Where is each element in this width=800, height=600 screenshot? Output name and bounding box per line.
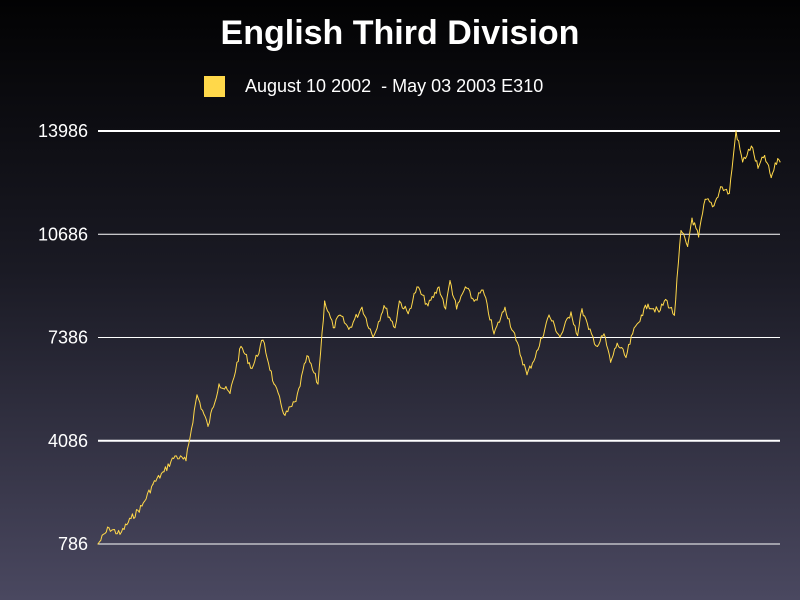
data-point	[632, 333, 634, 335]
data-point	[691, 217, 693, 219]
legend-label: August 10 2002 - May 03 2003 E310	[245, 75, 544, 96]
data-point	[596, 345, 599, 348]
data-point	[130, 517, 132, 520]
data-point	[698, 236, 700, 238]
data-point	[456, 308, 458, 310]
data-point	[764, 154, 766, 157]
data-point	[119, 533, 121, 535]
data-point	[427, 305, 429, 307]
data-point	[361, 306, 363, 308]
data-point	[687, 245, 689, 247]
data-point	[704, 198, 706, 200]
data-point	[152, 483, 154, 485]
data-point	[742, 161, 744, 163]
data-point	[777, 158, 779, 160]
data-point	[588, 328, 590, 330]
data-point	[482, 289, 484, 291]
data-point	[548, 314, 550, 316]
legend: August 10 2002 - May 03 2003 E310	[204, 74, 543, 98]
data-point	[348, 328, 350, 330]
y-tick-label: 10686	[38, 224, 88, 244]
legend-swatch	[204, 75, 225, 97]
data-point	[757, 167, 759, 169]
data-point	[750, 145, 753, 147]
data-point	[306, 355, 308, 357]
data-point	[665, 298, 667, 301]
data-point	[295, 400, 297, 402]
data-point	[713, 205, 715, 207]
y-tick-label: 4086	[48, 431, 88, 451]
data-point	[324, 300, 326, 302]
data-point	[625, 356, 627, 358]
data-point	[647, 303, 649, 305]
data-point	[779, 161, 781, 163]
data-point	[438, 286, 440, 288]
y-tick-label: 13986	[38, 121, 88, 141]
data-point	[174, 455, 176, 457]
data-point	[603, 333, 605, 335]
data-point	[251, 367, 253, 369]
data-point	[673, 314, 676, 316]
data-point	[559, 336, 561, 338]
data-point	[207, 425, 209, 427]
data-point	[332, 327, 334, 329]
data-point	[504, 306, 506, 308]
data-point	[640, 314, 643, 316]
data-point	[770, 176, 772, 179]
series-layer	[97, 130, 781, 545]
data-point	[610, 361, 612, 363]
chart-title: English Third Division	[220, 14, 580, 52]
data-point	[372, 336, 374, 338]
data-point	[163, 470, 165, 473]
data-point	[394, 327, 396, 329]
data-point	[240, 345, 242, 348]
data-point	[97, 543, 99, 545]
data-point	[728, 192, 731, 194]
data-point	[339, 314, 341, 316]
data-point	[407, 312, 409, 315]
data-point	[273, 383, 275, 385]
grid-layer	[98, 130, 780, 545]
data-point	[616, 342, 618, 344]
data-point	[526, 374, 528, 376]
data-point	[284, 414, 286, 416]
data-point	[398, 300, 400, 302]
data-point	[108, 527, 110, 529]
data-point	[464, 286, 466, 288]
data-point	[218, 383, 220, 385]
data-point	[449, 280, 451, 282]
data-point	[680, 230, 682, 232]
data-point	[416, 286, 418, 288]
y-tick-label: 786	[58, 534, 88, 554]
data-point	[577, 334, 579, 337]
data-point	[383, 305, 385, 307]
data-point	[317, 383, 319, 385]
data-point	[141, 505, 143, 507]
data-point	[515, 339, 517, 341]
data-point	[262, 339, 264, 341]
data-point	[473, 300, 475, 302]
y-tick-label: 7386	[48, 328, 88, 348]
data-point	[493, 333, 495, 335]
data-point	[735, 130, 737, 132]
data-point	[229, 392, 231, 394]
data-point	[537, 348, 539, 351]
data-point	[658, 311, 660, 313]
data-point	[570, 311, 572, 313]
series-line	[97, 130, 781, 545]
data-point	[720, 186, 722, 188]
data-point	[445, 308, 447, 310]
data-point	[196, 394, 198, 396]
y-axis: 13986 10686 7386 4086 786	[38, 121, 88, 554]
data-point	[581, 308, 583, 310]
data-point	[185, 460, 187, 462]
